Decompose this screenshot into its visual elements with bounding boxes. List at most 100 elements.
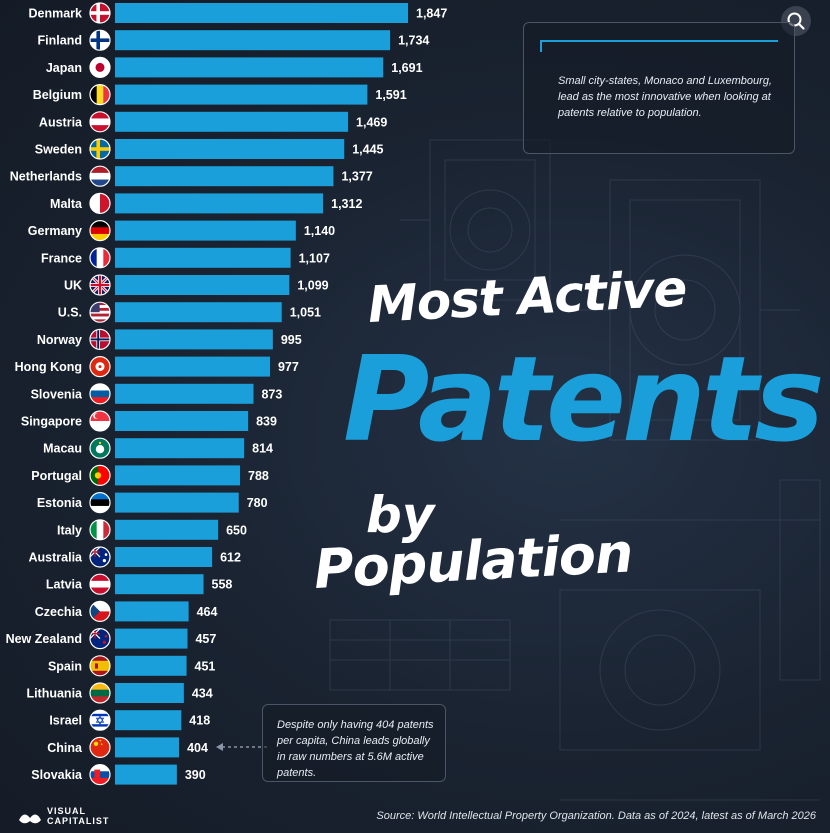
flag-finland-icon bbox=[90, 30, 110, 51]
bar-japan bbox=[115, 57, 384, 78]
country-label: Malta bbox=[50, 197, 83, 211]
country-label: Australia bbox=[29, 551, 84, 565]
country-label: Germany bbox=[28, 224, 82, 238]
value-label: 1,051 bbox=[290, 306, 321, 320]
flag-spain-icon bbox=[90, 655, 110, 676]
country-label: Slovakia bbox=[31, 768, 83, 782]
flag-newzealand-icon bbox=[90, 628, 110, 649]
value-label: 650 bbox=[226, 523, 247, 537]
value-label: 612 bbox=[220, 551, 241, 565]
country-label: Belgium bbox=[33, 88, 82, 102]
bar-china bbox=[115, 737, 180, 758]
value-label: 1,377 bbox=[341, 170, 372, 184]
bar-spain bbox=[115, 655, 187, 676]
country-label: UK bbox=[64, 279, 82, 293]
country-label: Netherlands bbox=[10, 170, 82, 184]
value-label: 839 bbox=[256, 415, 277, 429]
value-label: 780 bbox=[247, 496, 268, 510]
flag-germany-icon bbox=[90, 220, 110, 241]
bar-finland bbox=[115, 30, 391, 51]
bar-slovakia bbox=[115, 764, 177, 785]
flag-czechia-icon bbox=[90, 601, 110, 622]
country-label: Italy bbox=[57, 523, 82, 537]
bar-sweden bbox=[115, 139, 345, 159]
value-label: 977 bbox=[278, 360, 299, 374]
value-label: 1,691 bbox=[391, 61, 422, 75]
flag-sweden-icon bbox=[90, 139, 110, 159]
accent-line bbox=[540, 40, 778, 42]
flag-slovakia-icon bbox=[90, 764, 110, 785]
bar-lithuania bbox=[115, 683, 184, 703]
source-note: Source: World Intellectual Property Orga… bbox=[376, 810, 816, 822]
bar-france bbox=[115, 247, 291, 268]
country-label: Estonia bbox=[37, 496, 83, 510]
value-label: 1,099 bbox=[297, 279, 328, 293]
bar-malta bbox=[115, 193, 324, 214]
logo-line-1: VISUAL bbox=[47, 806, 87, 816]
value-label: 1,847 bbox=[416, 7, 447, 21]
bar-uk bbox=[115, 275, 290, 295]
visual-capitalist-logo-icon bbox=[19, 814, 41, 824]
country-label: France bbox=[41, 251, 82, 265]
value-label: 451 bbox=[195, 659, 216, 673]
visual-capitalist-logo[interactable]: VISUAL CAPITALIST bbox=[17, 806, 137, 830]
country-label: Finland bbox=[38, 34, 82, 48]
value-label: 558 bbox=[212, 578, 233, 592]
country-label: Macau bbox=[43, 442, 82, 456]
flag-lithuania-icon bbox=[90, 683, 110, 703]
country-label: Spain bbox=[48, 659, 82, 673]
country-label: China bbox=[47, 741, 83, 755]
value-label: 1,469 bbox=[356, 115, 387, 129]
value-label: 1,140 bbox=[304, 224, 335, 238]
bar-portugal bbox=[115, 465, 241, 486]
logo-line-2: CAPITALIST bbox=[47, 816, 110, 826]
country-label: Denmark bbox=[29, 7, 83, 21]
value-label: 1,591 bbox=[375, 88, 406, 102]
country-label: Austria bbox=[39, 115, 83, 129]
country-label: Slovenia bbox=[31, 387, 83, 401]
flag-china-icon bbox=[90, 737, 110, 758]
value-label: 1,734 bbox=[398, 34, 429, 48]
bar-austria bbox=[115, 111, 349, 132]
flag-portugal-icon bbox=[90, 465, 110, 486]
bar-hongkong bbox=[115, 356, 270, 377]
flag-macau-icon bbox=[90, 438, 110, 459]
country-label: Lithuania bbox=[26, 687, 83, 701]
value-label: 1,445 bbox=[352, 143, 383, 157]
bar-norway bbox=[115, 329, 273, 350]
flag-hongkong-icon bbox=[90, 356, 110, 377]
bar-denmark bbox=[115, 3, 408, 23]
value-label: 788 bbox=[248, 469, 269, 483]
country-label: New Zealand bbox=[6, 632, 82, 646]
value-label: 814 bbox=[252, 442, 273, 456]
bar-estonia bbox=[115, 492, 239, 513]
country-label: Norway bbox=[37, 333, 82, 347]
value-label: 1,312 bbox=[331, 197, 362, 211]
flag-france-icon bbox=[90, 247, 110, 268]
flag-australia-icon bbox=[90, 547, 110, 567]
bar-israel bbox=[115, 710, 182, 731]
flag-latvia-icon bbox=[90, 574, 110, 595]
value-label: 418 bbox=[189, 714, 210, 728]
bar-netherlands bbox=[115, 166, 334, 187]
annotation-bottom: Despite only having 404 patents per capi… bbox=[262, 704, 446, 782]
country-label: Portugal bbox=[31, 469, 82, 483]
bar-slovenia bbox=[115, 383, 254, 404]
country-label: Hong Kong bbox=[15, 360, 82, 374]
value-label: 1,107 bbox=[299, 251, 330, 265]
value-label: 390 bbox=[185, 768, 206, 782]
value-label: 873 bbox=[261, 387, 282, 401]
bar-macau bbox=[115, 438, 245, 459]
value-label: 464 bbox=[197, 605, 218, 619]
flag-us-icon bbox=[90, 302, 110, 323]
bar-germany bbox=[115, 220, 296, 241]
value-label: 404 bbox=[187, 741, 208, 755]
annotation-top-text: Small city-states, Monaco and Luxembourg… bbox=[558, 75, 772, 119]
country-label: Singapore bbox=[21, 415, 82, 429]
bar-newzealand bbox=[115, 628, 188, 649]
title-line-3: by bbox=[366, 486, 435, 544]
value-label: 457 bbox=[195, 632, 216, 646]
bar-us bbox=[115, 302, 282, 323]
flag-italy-icon bbox=[90, 519, 110, 540]
